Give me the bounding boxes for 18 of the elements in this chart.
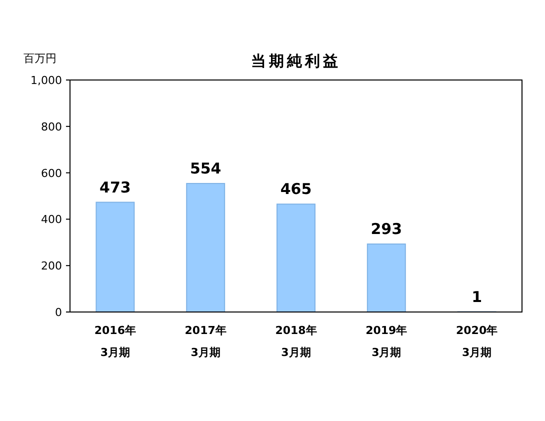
data-label: 473 xyxy=(100,178,131,196)
x-tick-label: 2016年 3月期 xyxy=(94,324,136,359)
y-tick-label: 800 xyxy=(41,120,62,134)
data-label: 1 xyxy=(472,288,482,306)
y-tick-label: 400 xyxy=(41,213,62,226)
x-tick-label: 2019年 3月期 xyxy=(366,324,408,359)
data-label: 293 xyxy=(370,220,402,238)
x-tick-label: 2020年 3月期 xyxy=(456,324,498,359)
x-tick-label: 2018年 3月期 xyxy=(275,324,317,359)
chart-title: 当期純利益 xyxy=(251,52,341,70)
y-tick-label: 600 xyxy=(41,166,62,180)
data-label: 554 xyxy=(190,159,222,178)
y-tick-label: 0 xyxy=(55,306,62,319)
y-tick-label: 1,000 xyxy=(30,74,62,87)
y-tick-label: 200 xyxy=(41,260,62,273)
x-tick-label: 2017年 3月期 xyxy=(184,324,226,359)
data-label: 465 xyxy=(280,180,312,198)
y-axis-title: 百万円 xyxy=(24,52,56,65)
